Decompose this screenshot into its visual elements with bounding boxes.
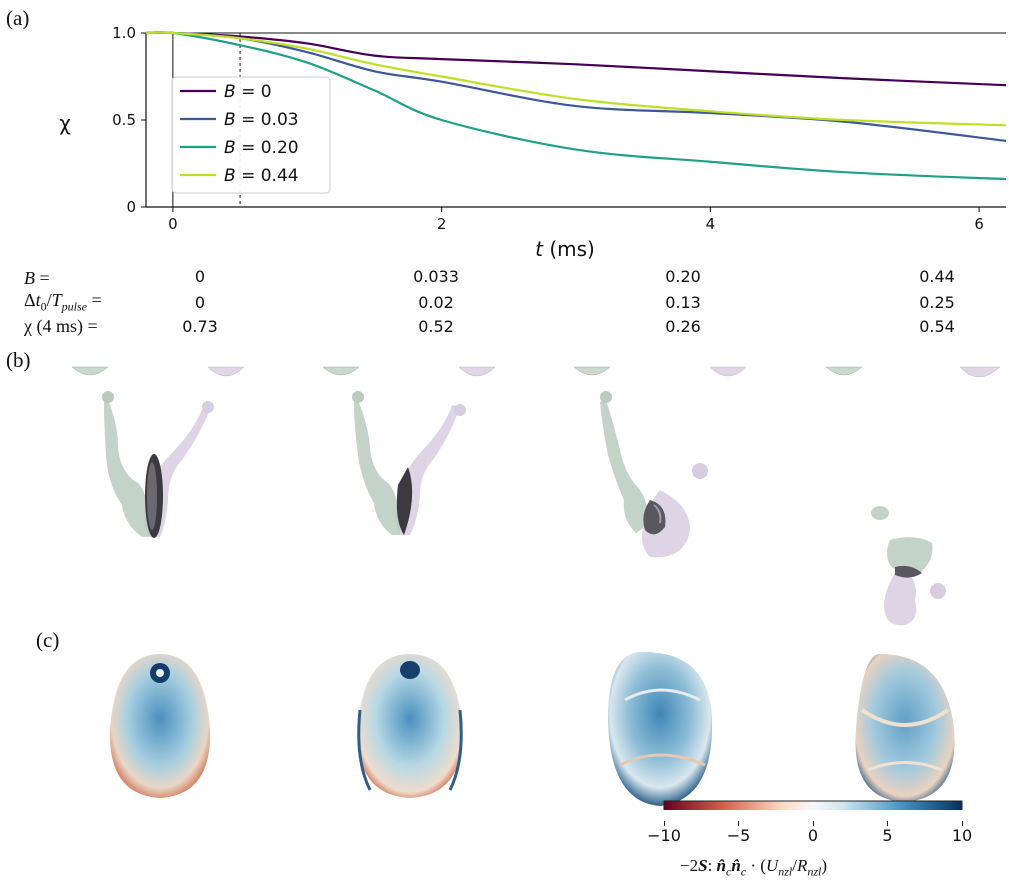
strain-map-3: [608, 651, 713, 806]
panel-label-b: (b): [6, 348, 31, 372]
legend-label-1: B = 0.03: [224, 110, 299, 130]
table-cell-dt-3: 0.25: [919, 293, 955, 312]
strain-rate-maps: [109, 651, 963, 810]
table-cell-dt-2: 0.13: [665, 293, 701, 312]
y-axis-label: χ: [59, 111, 71, 135]
colorbar-tick-label: −10: [647, 826, 681, 845]
series-line-2: [145, 31, 1007, 181]
colorbar-tick-mark: [663, 821, 665, 826]
droplet-render-2: [352, 391, 466, 535]
x-axis-label: t (ms): [535, 237, 595, 261]
table-label-chi: χ (4 ms) =: [24, 316, 98, 336]
legend-box: [171, 76, 331, 194]
x-tick-label: 0: [168, 215, 178, 233]
legend-label-2: B = 0.20: [224, 138, 299, 158]
x-tick-label: 2: [437, 215, 447, 233]
y-tick-label: 1.0: [112, 24, 136, 42]
table-cell-B-2: 0.20: [665, 267, 701, 286]
y-tick-label: 0: [126, 198, 136, 216]
panel-label-c: (c): [36, 628, 60, 652]
panel-label-a: (a): [6, 6, 30, 30]
table-cell-chi-3: 0.54: [919, 317, 955, 336]
legend-label-0: B = 0: [224, 82, 272, 102]
colorbar: [663, 800, 963, 810]
colorbar-tick-label: 5: [882, 826, 893, 845]
droplet-render-3: [600, 391, 708, 558]
series-line-3: [145, 31, 1007, 127]
table-label-B: B =: [24, 268, 50, 288]
table-cell-B-3: 0.44: [919, 267, 955, 286]
series-line-0: [145, 31, 1007, 87]
colorbar-tick-mark: [738, 821, 739, 826]
colorbar-tick-mark: [887, 821, 888, 826]
isosurface-renderings: [71, 366, 1001, 626]
table-cell-B-1: 0.033: [413, 267, 459, 286]
droplet-render-1: [102, 391, 214, 538]
legend-label-3: B = 0.44: [224, 166, 299, 186]
droplet-render-4: [871, 506, 946, 626]
strain-map-2: [357, 654, 463, 798]
table-cell-dt-1: 0.02: [418, 293, 454, 312]
table-cell-chi-2: 0.26: [665, 317, 701, 336]
colorbar-tick-label: 0: [807, 826, 819, 845]
x-tick-label: 4: [706, 215, 716, 233]
table-cell-B-0: 0: [194, 267, 206, 286]
table-cell-chi-1: 0.52: [418, 317, 454, 336]
colorbar-tick-mark: [961, 821, 963, 826]
chi-line-chart: 0 2 4 6 0 0.5 1.0 t (ms) χ B = 0 B = 0.03 B = 0.20…: [59, 24, 1007, 261]
colorbar-tick-mark: [812, 821, 814, 826]
table-cell-chi-0: 0.73: [182, 317, 218, 336]
colorbar-tick-label: 10: [951, 826, 973, 845]
colorbar-tick-label: −5: [726, 826, 751, 845]
table-cell-dt-0: 0: [194, 293, 206, 312]
x-tick-label: 6: [974, 215, 984, 233]
strain-map-4: [855, 654, 955, 802]
colorbar-label: −2S: n̂cn̂c · (Unzl/Rnzl): [680, 856, 828, 879]
chart-legend: B = 0 B = 0.03 B = 0.20 B = 0.44: [171, 76, 331, 194]
table-label-dt: Δt0/Tpulse =: [24, 290, 102, 314]
strain-map-1: [109, 654, 211, 798]
y-tick-label: 0.5: [112, 111, 136, 129]
chart-lines: [145, 31, 1007, 181]
